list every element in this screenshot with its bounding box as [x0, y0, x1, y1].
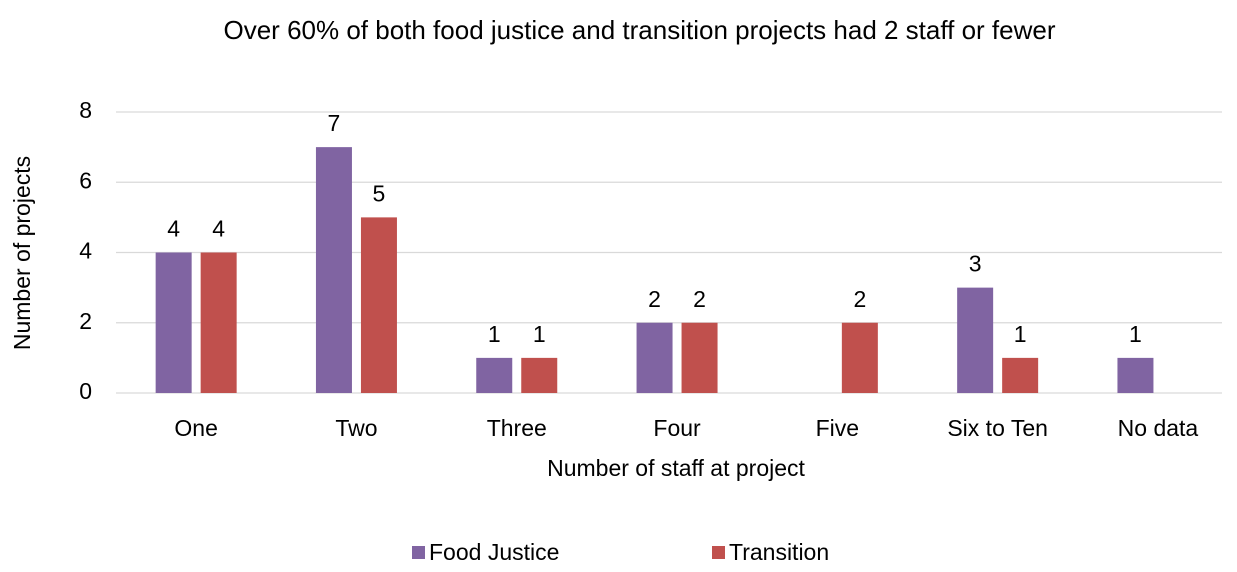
- bar: [200, 252, 237, 393]
- y-tick-label: 2: [79, 308, 92, 334]
- bar: [476, 357, 513, 393]
- legend-swatch: [712, 546, 725, 559]
- data-label: 4: [212, 216, 225, 242]
- legend-label: Transition: [729, 539, 829, 565]
- bar: [521, 357, 558, 393]
- data-label: 1: [533, 321, 546, 347]
- x-tick-label: One: [174, 415, 217, 441]
- x-axis-label: Number of staff at project: [547, 455, 805, 481]
- y-tick-label: 4: [79, 238, 92, 264]
- data-label: 2: [853, 286, 866, 312]
- data-label: 5: [373, 180, 386, 206]
- y-tick-label: 0: [79, 378, 92, 404]
- bar: [155, 252, 192, 393]
- bar: [1117, 357, 1154, 393]
- bar: [841, 322, 878, 393]
- data-label: 1: [1014, 321, 1027, 347]
- x-tick-label: Six to Ten: [947, 415, 1048, 441]
- y-tick-label: 8: [79, 97, 92, 123]
- x-tick-label: Five: [816, 415, 859, 441]
- data-label: 4: [167, 216, 180, 242]
- data-label: 3: [969, 251, 982, 277]
- chart-title: Over 60% of both food justice and transi…: [223, 15, 1056, 45]
- y-tick-label: 6: [79, 167, 92, 193]
- data-label: 7: [328, 110, 341, 136]
- data-label: 1: [488, 321, 501, 347]
- data-label: 2: [648, 286, 661, 312]
- x-tick-label: Three: [487, 415, 547, 441]
- bar: [636, 322, 673, 393]
- bar: [360, 217, 397, 393]
- bar: [681, 322, 718, 393]
- data-label: 1: [1129, 321, 1142, 347]
- legend-label: Food Justice: [429, 539, 559, 565]
- x-tick-label: Four: [653, 415, 701, 441]
- bar: [1002, 357, 1039, 393]
- x-tick-label: No data: [1118, 415, 1199, 441]
- data-label: 2: [693, 286, 706, 312]
- y-axis-label: Number of projects: [9, 156, 35, 350]
- x-tick-label: Two: [335, 415, 377, 441]
- bar: [315, 147, 352, 393]
- legend-swatch: [412, 546, 425, 559]
- bar: [957, 287, 994, 393]
